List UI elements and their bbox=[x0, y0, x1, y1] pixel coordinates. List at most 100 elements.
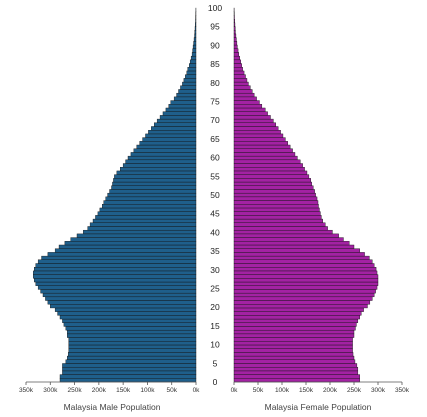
male-bar-age-25 bbox=[37, 285, 197, 290]
male-bar-age-73 bbox=[165, 107, 197, 112]
male-bar-age-53 bbox=[112, 181, 197, 186]
female-bar-age-53 bbox=[233, 181, 312, 186]
age-tick-label: 55 bbox=[210, 171, 220, 181]
age-tick-label: 50 bbox=[210, 190, 220, 200]
male-bar-age-28 bbox=[33, 274, 197, 279]
male-bar-age-40 bbox=[83, 229, 197, 235]
male-bar-age-21 bbox=[47, 300, 197, 305]
male-bar-age-16 bbox=[62, 318, 197, 323]
male-bar-age-90 bbox=[192, 44, 197, 49]
male-bar-age-86 bbox=[189, 59, 197, 64]
female-bar-age-6 bbox=[233, 355, 355, 360]
male-bar-age-94 bbox=[194, 30, 197, 35]
female-bar-age-81 bbox=[233, 78, 248, 83]
female-bar-age-68 bbox=[233, 126, 279, 131]
male-bar-age-23 bbox=[42, 292, 197, 298]
male-bar-age-3 bbox=[62, 366, 197, 372]
female-bar-age-72 bbox=[233, 111, 268, 116]
female-bar-age-92 bbox=[233, 37, 237, 42]
female-bar-age-78 bbox=[233, 89, 253, 94]
male-bar-age-61 bbox=[130, 152, 197, 157]
age-tick-label: 75 bbox=[210, 97, 220, 107]
female-bar-age-61 bbox=[233, 152, 296, 157]
male-bar-age-6 bbox=[67, 355, 197, 360]
female-bar-age-56 bbox=[233, 170, 308, 175]
male-bar-age-35 bbox=[54, 248, 197, 253]
female-bar-age-3 bbox=[233, 366, 359, 372]
female-bar-age-84 bbox=[233, 67, 243, 72]
female-bar-age-87 bbox=[233, 55, 240, 61]
age-tick-label: 25 bbox=[210, 284, 220, 294]
female-bar-age-83 bbox=[233, 70, 245, 75]
male-bar-age-62 bbox=[133, 148, 197, 153]
female-bar-age-1 bbox=[233, 374, 360, 379]
male-bar-age-43 bbox=[92, 218, 197, 223]
female-bar-age-48 bbox=[233, 200, 319, 205]
female-bar-age-33 bbox=[233, 255, 370, 261]
female-bar-age-86 bbox=[233, 59, 241, 64]
male-tick-label: 300k bbox=[43, 387, 58, 394]
male-bar-age-26 bbox=[35, 281, 197, 286]
male-bar-age-5 bbox=[65, 359, 197, 364]
male-tick-label: 50k bbox=[166, 387, 177, 394]
male-bar-age-72 bbox=[162, 111, 197, 116]
female-bar-age-20 bbox=[233, 304, 368, 309]
female-bar-age-64 bbox=[233, 141, 288, 146]
male-bar-age-57 bbox=[120, 167, 197, 172]
female-bar-age-62 bbox=[233, 148, 293, 153]
female-tick-label: 0k bbox=[231, 387, 239, 394]
male-bar-age-9 bbox=[68, 344, 197, 349]
female-tick-label: 100k bbox=[275, 387, 290, 394]
male-bar-age-96 bbox=[195, 22, 197, 27]
age-tick-label: 70 bbox=[210, 115, 220, 125]
female-bar-age-55 bbox=[233, 174, 310, 179]
female-bar-age-58 bbox=[233, 163, 303, 168]
male-bar-age-76 bbox=[173, 96, 197, 101]
female-bar-age-26 bbox=[233, 281, 379, 286]
female-bar-age-12 bbox=[233, 333, 355, 338]
female-bar-age-35 bbox=[233, 248, 360, 253]
male-bar-age-44 bbox=[95, 215, 197, 220]
male-bar-age-36 bbox=[58, 244, 197, 249]
male-bar-age-82 bbox=[185, 74, 197, 79]
female-bar-age-59 bbox=[233, 159, 301, 164]
male-bar-age-91 bbox=[193, 41, 197, 46]
female-bar-age-8 bbox=[233, 348, 353, 353]
male-bar-age-41 bbox=[87, 226, 197, 231]
male-bar-age-65 bbox=[142, 137, 197, 142]
male-bar-age-48 bbox=[103, 200, 197, 205]
male-bar-age-0 bbox=[59, 378, 197, 383]
female-bar-age-21 bbox=[233, 300, 371, 305]
age-tick-label: 15 bbox=[210, 321, 220, 331]
female-bar-age-51 bbox=[233, 189, 315, 194]
female-bar-age-34 bbox=[233, 252, 365, 257]
female-bar-age-4 bbox=[233, 363, 358, 368]
male-bar-age-46 bbox=[99, 207, 197, 212]
male-bar-age-92 bbox=[193, 37, 197, 42]
female-bar-age-80 bbox=[233, 81, 249, 86]
male-bar-age-12 bbox=[67, 333, 197, 338]
female-bar-age-11 bbox=[233, 337, 353, 342]
male-tick-label: 250k bbox=[68, 387, 83, 394]
male-tick-label: 100k bbox=[140, 387, 155, 394]
female-tick-label: 350k bbox=[395, 387, 410, 394]
male-bar-age-56 bbox=[116, 170, 197, 175]
female-bar-age-85 bbox=[233, 63, 242, 68]
age-tick-label: 85 bbox=[210, 59, 220, 69]
male-bar-age-78 bbox=[178, 89, 197, 94]
age-tick-label: 40 bbox=[210, 227, 220, 237]
female-bar-age-7 bbox=[233, 352, 354, 357]
male-bar-age-64 bbox=[139, 141, 197, 146]
female-bar-age-15 bbox=[233, 322, 357, 327]
male-tick-label: 0k bbox=[193, 387, 201, 394]
female-bar-age-96 bbox=[233, 22, 236, 27]
female-bar-age-42 bbox=[233, 222, 326, 227]
male-bar-age-69 bbox=[154, 122, 197, 127]
female-bars bbox=[233, 7, 379, 383]
female-bar-age-89 bbox=[233, 48, 239, 53]
male-bar-age-33 bbox=[41, 255, 197, 261]
female-bar-age-38 bbox=[233, 237, 344, 242]
female-bar-age-77 bbox=[233, 92, 255, 98]
female-bar-age-49 bbox=[233, 196, 318, 201]
male-bar-age-31 bbox=[35, 263, 197, 268]
